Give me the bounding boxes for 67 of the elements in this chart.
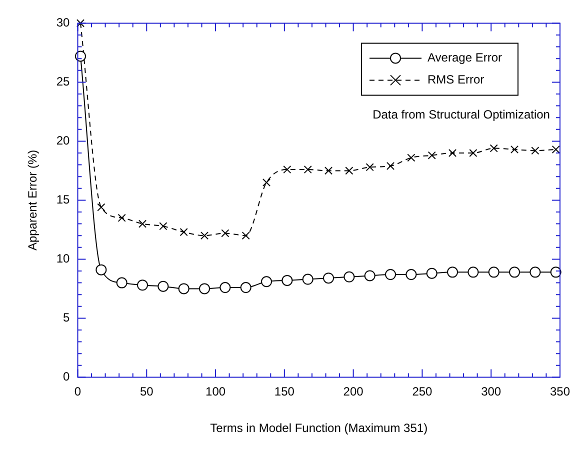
point [261,276,272,288]
point [242,232,250,240]
x-tick-label: 150 [274,384,295,399]
legend-label: Average Error [428,50,502,65]
point [221,229,230,238]
point [200,232,209,240]
point [158,280,169,292]
point [531,146,540,155]
point [137,280,148,291]
x-tick-label: 200 [343,384,364,399]
y-tick-label: 5 [63,310,70,325]
x-tick-label: 100 [206,384,226,399]
annotation: Data from Structural Optimization [372,108,550,122]
point [510,145,519,154]
point [345,166,354,175]
point [509,266,520,278]
point [97,203,106,212]
point [406,269,417,280]
point [304,165,312,174]
point [240,282,252,294]
point [552,145,560,154]
y-tick-label: 10 [56,252,70,266]
point [76,19,85,28]
point [550,266,562,278]
point [180,228,188,236]
y-tick-label: 20 [56,134,70,148]
x-tick-label: 0 [74,384,82,399]
point [364,270,376,282]
point [323,272,334,284]
point [428,151,436,160]
point [262,178,271,187]
x-axis-title: Terms in Model Function (Maximum 351) [210,421,428,436]
x-tick-label: 50 [140,384,154,399]
point [344,271,355,282]
point [178,283,190,294]
point [199,283,210,294]
point [488,266,500,278]
point [138,220,147,228]
point [302,274,314,285]
point [324,166,333,175]
point [118,214,126,222]
point [366,163,374,172]
x-tick-label: 350 [550,384,570,399]
point [385,269,396,280]
point [282,274,293,286]
x-tick-label: 250 [412,384,433,399]
point [468,266,479,278]
y-tick-label: 30 [56,16,70,30]
point [407,154,416,162]
point [426,268,438,279]
point [220,282,231,294]
y-tick-label: 0 [63,370,70,384]
y-tick-label: 25 [56,74,70,89]
x-tick-label: 300 [481,384,502,399]
point [386,162,395,170]
point [283,165,292,174]
point [159,222,168,230]
point [469,148,478,158]
legend-label: RMS Error [428,72,484,87]
point [96,264,107,276]
point [447,266,458,278]
point [448,148,457,158]
point [116,277,128,288]
y-tick-label: 15 [56,192,70,207]
point [490,144,498,152]
y-axis-title: Apparent Error (%) [26,150,40,251]
point [530,266,541,278]
